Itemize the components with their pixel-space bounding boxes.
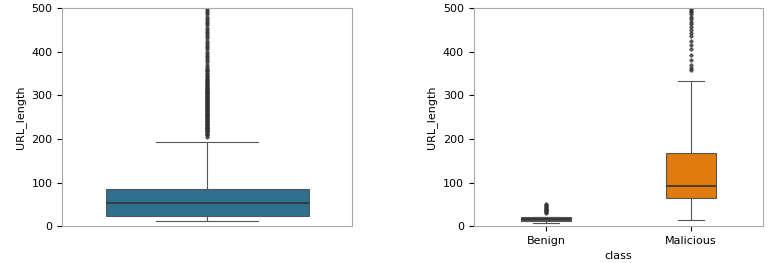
- Y-axis label: URL_length: URL_length: [15, 85, 26, 149]
- X-axis label: class: class: [605, 251, 633, 261]
- PathPatch shape: [665, 153, 717, 198]
- Y-axis label: URL_length: URL_length: [426, 85, 437, 149]
- PathPatch shape: [106, 189, 308, 216]
- PathPatch shape: [521, 216, 572, 220]
